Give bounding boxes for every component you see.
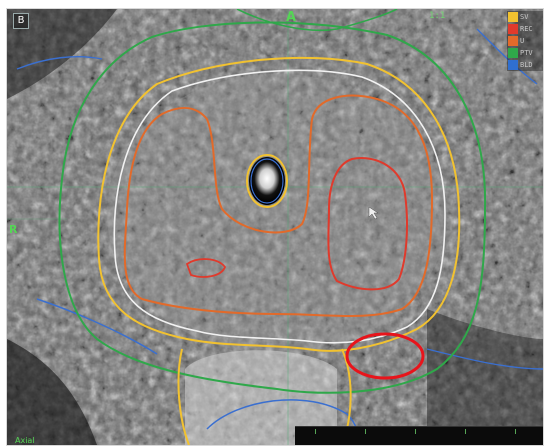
color-swatch	[508, 24, 518, 34]
legend-label: U	[520, 37, 525, 45]
legend-item[interactable]: BLD	[507, 59, 543, 71]
view-name-label: Axial	[15, 436, 35, 445]
legend-item[interactable]: REC	[507, 23, 543, 35]
scale-tick	[315, 429, 316, 434]
color-swatch	[508, 60, 518, 70]
color-swatch	[508, 36, 518, 46]
legend-label: SV	[520, 13, 529, 21]
slice-scrollbar[interactable]	[295, 426, 543, 445]
legend-label: PTV	[520, 49, 533, 57]
zoom-readout: 1:1	[429, 11, 446, 21]
legend-item[interactable]: SV	[507, 11, 543, 23]
mri-slice[interactable]	[7, 9, 543, 445]
color-swatch	[508, 48, 518, 58]
legend-item[interactable]: U	[507, 35, 543, 47]
scale-tick	[365, 429, 366, 434]
orientation-right-label: R	[9, 223, 18, 236]
scale-tick	[415, 429, 416, 434]
color-swatch	[508, 12, 518, 22]
legend-label: BLD	[520, 61, 533, 69]
highlight-circle-annotation	[345, 332, 425, 380]
orientation-anterior-label: A	[286, 10, 297, 25]
legend-item[interactable]: PTV	[507, 47, 543, 59]
legend-label: REC	[520, 25, 533, 33]
scale-tick	[465, 429, 466, 434]
image-viewer[interactable]: B A R 1:1 SV REC U PTV BLD Axial	[6, 8, 544, 446]
structure-legend: SV REC U PTV BLD	[507, 11, 543, 71]
scale-tick	[515, 429, 516, 434]
viewport-label[interactable]: B	[13, 13, 29, 29]
